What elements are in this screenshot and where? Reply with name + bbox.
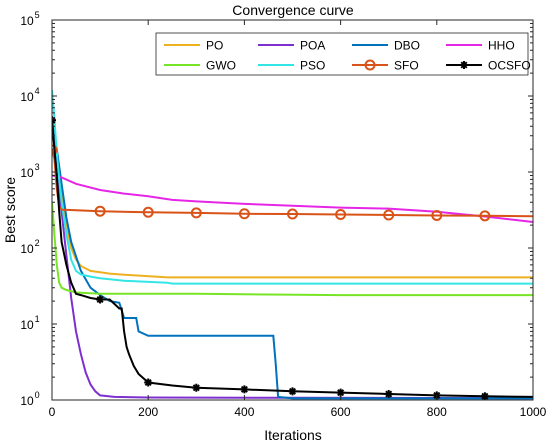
series-hho [52, 174, 533, 223]
legend-label-hho: HHO [488, 39, 515, 53]
legend-label-ocsfo: OCSFO [488, 59, 531, 73]
series-line-ocsfo [52, 120, 533, 398]
legend-label-gwo: GWO [206, 59, 236, 73]
series-sfo-marker [287, 208, 298, 220]
series-line-hho [52, 174, 533, 223]
series-po [52, 126, 533, 279]
series-dbo [52, 120, 533, 400]
series-ocsfo-marker [52, 116, 56, 125]
y-tick-label: 105 [20, 10, 39, 28]
x-tick-label: 0 [49, 405, 56, 419]
legend-label-dbo: DBO [394, 39, 420, 53]
y-tick-label: 104 [20, 86, 39, 104]
series-ocsfo-marker [96, 295, 105, 304]
y-axis-label: Best score [2, 177, 18, 243]
y-tick-label: 100 [20, 390, 39, 408]
legend-item-po: PO [164, 39, 223, 53]
y-tick-label: 103 [20, 162, 39, 180]
series-ocsfo-marker [144, 378, 153, 387]
legend-item-poa: POA [258, 39, 325, 53]
legend-box [155, 32, 529, 76]
x-tick-label: 400 [234, 405, 254, 419]
series-line-gwo [52, 202, 533, 297]
series-ocsfo [52, 116, 533, 400]
legend-item-sfo: SFO [352, 59, 419, 73]
series-layer [52, 89, 533, 400]
series-sfo [52, 144, 533, 222]
y-tick-label: 101 [20, 314, 39, 332]
series-ocsfo-marker [192, 383, 201, 392]
series-gwo [52, 202, 533, 297]
series-sfo-marker [479, 210, 491, 222]
legend-label-po: PO [206, 39, 223, 53]
series-sfo-marker [335, 208, 347, 220]
legend-ocsfo-marker [460, 61, 468, 69]
series-ocsfo-marker [288, 387, 297, 396]
series-sfo-marker [431, 209, 443, 221]
x-tick-label: 1000 [520, 405, 547, 419]
series-sfo-marker [238, 208, 250, 220]
legend-item-ocsfo: OCSFO [446, 59, 531, 73]
legend-label-poa: POA [300, 39, 325, 53]
x-tick-label: 200 [138, 405, 158, 419]
legend-sfo-marker [364, 59, 376, 71]
series-sfo-marker [142, 206, 154, 218]
series-sfo-marker [190, 207, 202, 219]
legend-item-pso: PSO [258, 59, 325, 73]
x-tick-label: 800 [427, 405, 447, 419]
series-sfo-marker [52, 144, 58, 156]
series-poa [52, 121, 533, 400]
series-line-dbo [52, 120, 533, 400]
x-tick-label: 600 [331, 405, 351, 419]
series-ocsfo-marker [336, 388, 345, 397]
y-tick-label: 102 [20, 238, 39, 256]
series-ocsfo-marker [384, 389, 393, 398]
legend: PO POA DBO HHO GWO PSO SFO OCSFO [155, 32, 531, 76]
series-ocsfo-marker [240, 385, 249, 394]
series-line-poa [52, 121, 533, 400]
legend-item-hho: HHO [446, 39, 515, 53]
legend-item-gwo: GWO [164, 59, 236, 73]
series-sfo-marker [94, 205, 106, 217]
series-ocsfo-marker [480, 392, 489, 400]
x-axis-label: Iterations [264, 427, 322, 443]
legend-label-pso: PSO [300, 59, 325, 73]
legend-item-dbo: DBO [352, 39, 420, 53]
axes-frame [51, 19, 534, 401]
legend-label-sfo: SFO [394, 59, 419, 73]
chart-title: Convergence curve [232, 2, 354, 18]
series-sfo-marker [383, 209, 395, 221]
series-line-po [52, 126, 533, 279]
series-pso [52, 89, 533, 285]
series-line-pso [52, 89, 533, 285]
